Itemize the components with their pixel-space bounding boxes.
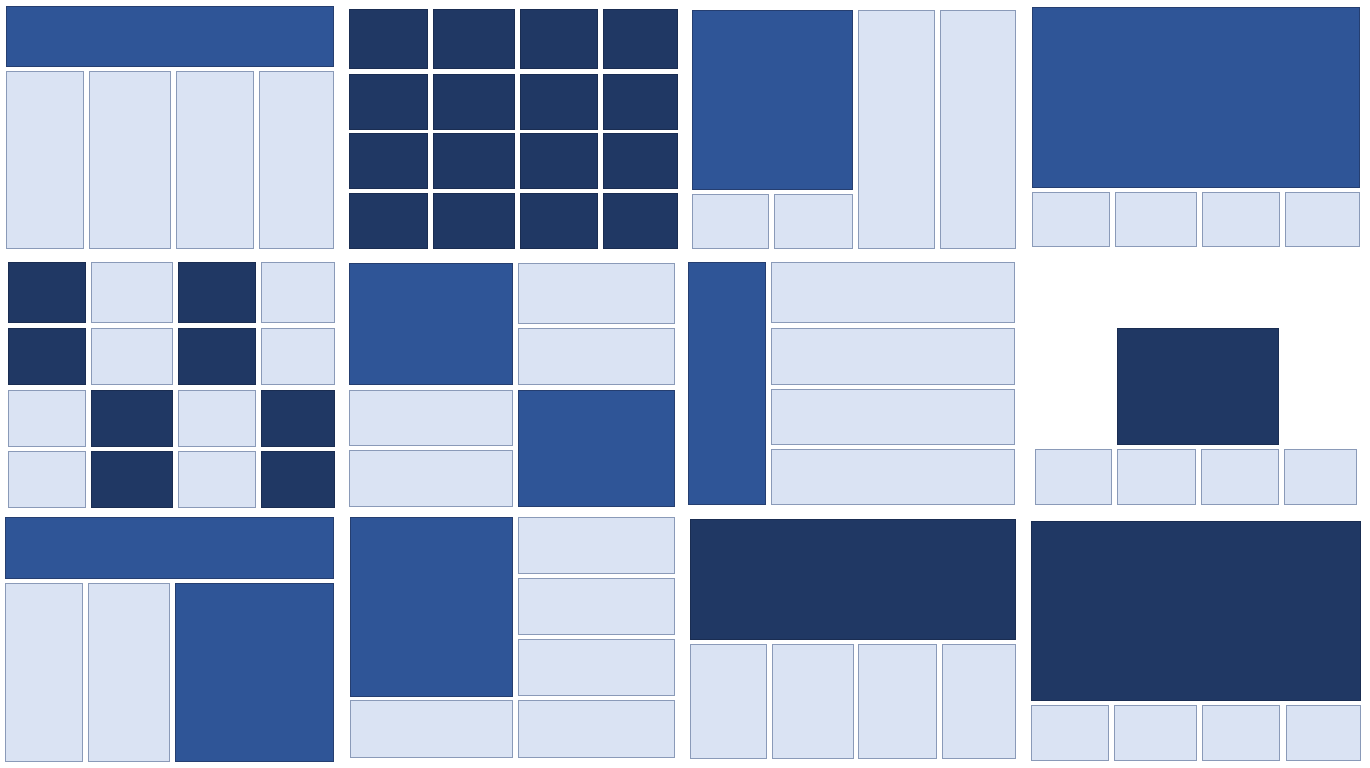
cell-2 — [1117, 449, 1196, 505]
cell-4 — [1285, 192, 1360, 247]
row-1 — [771, 262, 1015, 323]
cell-r2-c1 — [8, 328, 86, 385]
bottom-cell-1 — [692, 194, 769, 249]
cell-4 — [1284, 449, 1357, 505]
bottom-cell-2 — [774, 194, 853, 249]
cell-3 — [1202, 192, 1280, 247]
cell-r3-c2 — [433, 133, 515, 189]
cell-r1-c3 — [520, 9, 598, 69]
cell-r2-c3 — [178, 328, 256, 385]
banner-block — [690, 519, 1016, 640]
cell-r3-c3 — [178, 390, 256, 447]
column-1 — [6, 71, 84, 249]
column-3 — [858, 644, 937, 759]
feature-bottom-right — [518, 390, 675, 507]
cell-r4-c3 — [520, 193, 598, 249]
cell-r1-c1 — [8, 262, 86, 323]
feature-column — [175, 583, 334, 762]
cell-r2-c4 — [603, 74, 678, 130]
row-bottom-left-2 — [349, 450, 513, 507]
center-block — [1117, 328, 1279, 445]
row-1 — [518, 517, 675, 574]
cell-r4-c2 — [433, 193, 515, 249]
cell-r3-c4 — [603, 133, 678, 189]
cell-1 — [1032, 192, 1110, 247]
cell-r1-c4 — [603, 9, 678, 69]
cell-r4-c1 — [8, 451, 86, 508]
cell-r2-c1 — [349, 74, 428, 130]
header-block — [6, 6, 334, 67]
cell-r2-c2 — [91, 328, 173, 385]
row-3 — [771, 389, 1015, 445]
column-1 — [690, 644, 767, 759]
cell-r4-c3 — [178, 451, 256, 508]
feature-block — [692, 10, 853, 190]
row-4 — [771, 449, 1015, 505]
feature-top-left — [349, 263, 513, 385]
cell-3 — [1201, 449, 1279, 505]
row-top-right-1 — [518, 263, 675, 324]
cell-r3-c2 — [91, 390, 173, 447]
banner-block — [1032, 7, 1360, 188]
column-3 — [176, 71, 254, 249]
column-4 — [942, 644, 1016, 759]
cell-r2-c4 — [261, 328, 335, 385]
cell-r1-c2 — [433, 9, 515, 69]
row-4 — [518, 700, 675, 758]
cell-3 — [1202, 705, 1280, 761]
column-2 — [88, 583, 170, 762]
column-2 — [89, 71, 171, 249]
column-4 — [259, 71, 334, 249]
cell-2 — [1115, 192, 1197, 247]
column-2 — [772, 644, 854, 759]
cell-r3-c1 — [8, 390, 86, 447]
row-2 — [771, 328, 1015, 385]
cell-r4-c2 — [91, 451, 173, 508]
cell-r2-c3 — [520, 74, 598, 130]
cell-r2-c2 — [433, 74, 515, 130]
cell-r1-c3 — [178, 262, 256, 323]
cell-r4-c4 — [261, 451, 335, 508]
sidebar-block — [688, 262, 766, 505]
hero-block — [1031, 521, 1361, 701]
cell-r3-c4 — [261, 390, 335, 447]
row-2 — [518, 578, 675, 635]
cell-1 — [1035, 449, 1112, 505]
row-bottom-left-1 — [349, 390, 513, 446]
header-block — [5, 517, 334, 579]
cell-4 — [1286, 705, 1361, 761]
feature-block — [350, 517, 513, 697]
cell-1 — [1031, 705, 1109, 761]
row-3 — [518, 639, 675, 696]
row-top-right-2 — [518, 328, 675, 385]
cell-r1-c4 — [261, 262, 335, 323]
cell-r4-c1 — [349, 193, 428, 249]
column-1 — [5, 583, 83, 762]
cell-r1-c2 — [91, 262, 173, 323]
side-column-2 — [940, 10, 1016, 249]
cell-2 — [1114, 705, 1197, 761]
cell-r3-c3 — [520, 133, 598, 189]
cell-r3-c1 — [349, 133, 428, 189]
side-column-1 — [858, 10, 935, 249]
bottom-left-cell — [350, 700, 513, 758]
cell-r1-c1 — [349, 9, 428, 69]
cell-r4-c4 — [603, 193, 678, 249]
